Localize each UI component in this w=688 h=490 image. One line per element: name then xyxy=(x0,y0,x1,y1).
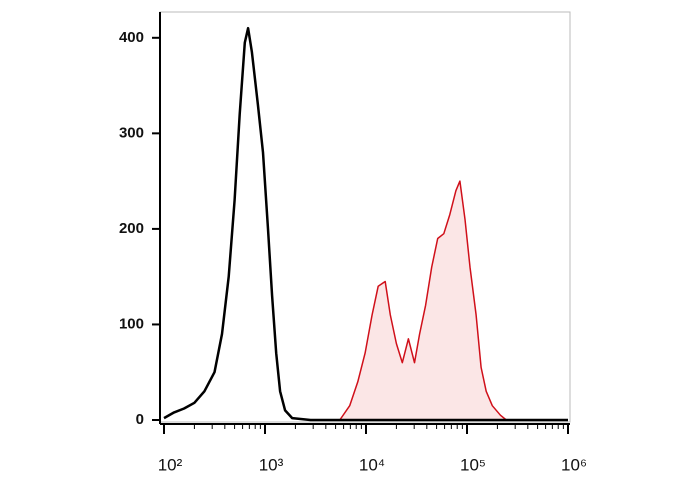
histogram-line xyxy=(339,180,507,421)
x-tick-label: 10⁵ xyxy=(460,455,486,474)
y-tick-label: 0 xyxy=(136,411,144,428)
histogram-area xyxy=(339,181,507,420)
histogram-line xyxy=(163,26,568,422)
y-tick-label: 200 xyxy=(119,220,144,237)
x-tick-label: 10³ xyxy=(259,455,284,474)
y-tick-label: 100 xyxy=(119,315,144,332)
x-tick-label: 10⁴ xyxy=(359,455,385,474)
x-tick-label: 10² xyxy=(158,455,183,474)
y-tick-label: 300 xyxy=(119,124,144,141)
x-tick-label: 10⁶ xyxy=(561,455,587,474)
y-tick-label: 400 xyxy=(119,29,144,46)
